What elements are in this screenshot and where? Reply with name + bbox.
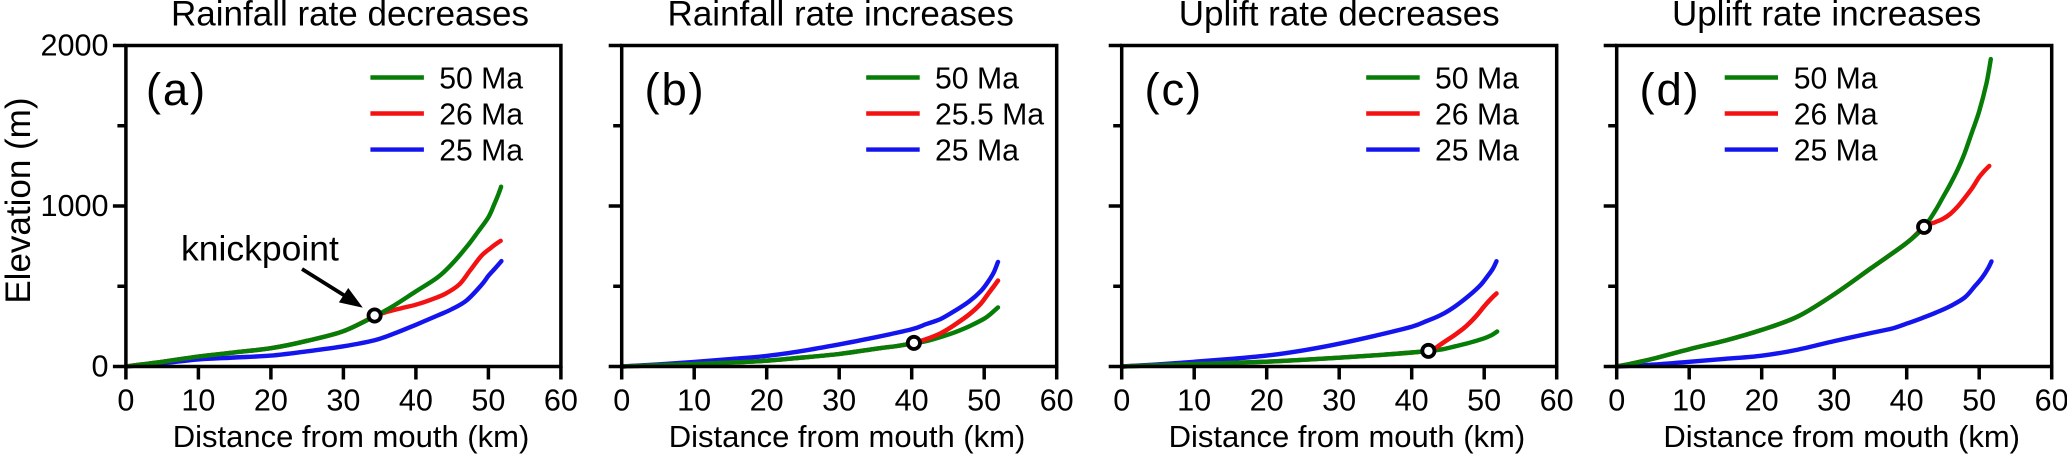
svg-text:Elevation (m): Elevation (m) [0, 98, 38, 304]
svg-text:50: 50 [471, 384, 505, 418]
svg-text:50: 50 [1467, 384, 1501, 418]
svg-text:40: 40 [1890, 384, 1924, 418]
svg-text:30: 30 [822, 384, 856, 418]
svg-text:Distance from mouth (km): Distance from mouth (km) [1663, 419, 2020, 454]
svg-text:10: 10 [181, 384, 215, 418]
svg-text:0: 0 [117, 384, 134, 418]
svg-text:50 Ma: 50 Ma [935, 62, 1019, 95]
svg-text:50: 50 [967, 384, 1001, 418]
svg-text:Uplift rate increases: Uplift rate increases [1672, 0, 1981, 34]
svg-text:40: 40 [399, 384, 433, 418]
svg-text:(a): (a) [146, 64, 207, 115]
svg-text:30: 30 [1817, 384, 1851, 418]
svg-text:Distance from mouth (km): Distance from mouth (km) [669, 419, 1026, 454]
svg-text:25 Ma: 25 Ma [935, 135, 1019, 168]
svg-text:(c): (c) [1145, 64, 1203, 115]
svg-text:Rainfall rate increases: Rainfall rate increases [668, 0, 1014, 34]
svg-text:40: 40 [1395, 384, 1429, 418]
svg-text:60: 60 [1540, 384, 1574, 418]
svg-text:Rainfall rate decreases: Rainfall rate decreases [171, 0, 529, 34]
svg-text:20: 20 [254, 384, 288, 418]
svg-text:10: 10 [1672, 384, 1706, 418]
svg-text:50 Ma: 50 Ma [439, 62, 523, 95]
svg-text:60: 60 [2035, 384, 2067, 418]
svg-text:0: 0 [613, 384, 630, 418]
svg-text:26 Ma: 26 Ma [1435, 99, 1519, 132]
svg-text:Uplift rate decreases: Uplift rate decreases [1179, 0, 1500, 34]
svg-text:(d): (d) [1640, 64, 1701, 115]
svg-text:50 Ma: 50 Ma [1794, 62, 1878, 95]
svg-text:10: 10 [677, 384, 711, 418]
svg-text:60: 60 [544, 384, 578, 418]
svg-text:25.5 Ma: 25.5 Ma [935, 99, 1044, 132]
svg-text:2000: 2000 [40, 29, 108, 63]
svg-text:(b): (b) [645, 64, 706, 115]
svg-text:10: 10 [1177, 384, 1211, 418]
svg-text:0: 0 [91, 350, 108, 384]
svg-text:25 Ma: 25 Ma [1794, 135, 1878, 168]
svg-text:0: 0 [1113, 384, 1130, 418]
svg-text:Distance from mouth (km): Distance from mouth (km) [1169, 419, 1526, 454]
svg-text:20: 20 [1250, 384, 1284, 418]
svg-text:50: 50 [1962, 384, 1996, 418]
svg-text:0: 0 [1608, 384, 1625, 418]
svg-text:26 Ma: 26 Ma [1794, 99, 1878, 132]
svg-text:60: 60 [1040, 384, 1074, 418]
svg-text:25 Ma: 25 Ma [439, 135, 523, 168]
svg-text:25 Ma: 25 Ma [1435, 135, 1519, 168]
svg-text:50 Ma: 50 Ma [1435, 62, 1519, 95]
svg-text:30: 30 [326, 384, 360, 418]
svg-text:1000: 1000 [40, 189, 108, 223]
svg-text:26 Ma: 26 Ma [439, 99, 523, 132]
svg-text:knickpoint: knickpoint [181, 228, 339, 268]
svg-text:20: 20 [1745, 384, 1779, 418]
svg-text:20: 20 [750, 384, 784, 418]
svg-text:30: 30 [1322, 384, 1356, 418]
svg-text:40: 40 [895, 384, 929, 418]
svg-text:Distance from mouth (km): Distance from mouth (km) [173, 419, 530, 454]
